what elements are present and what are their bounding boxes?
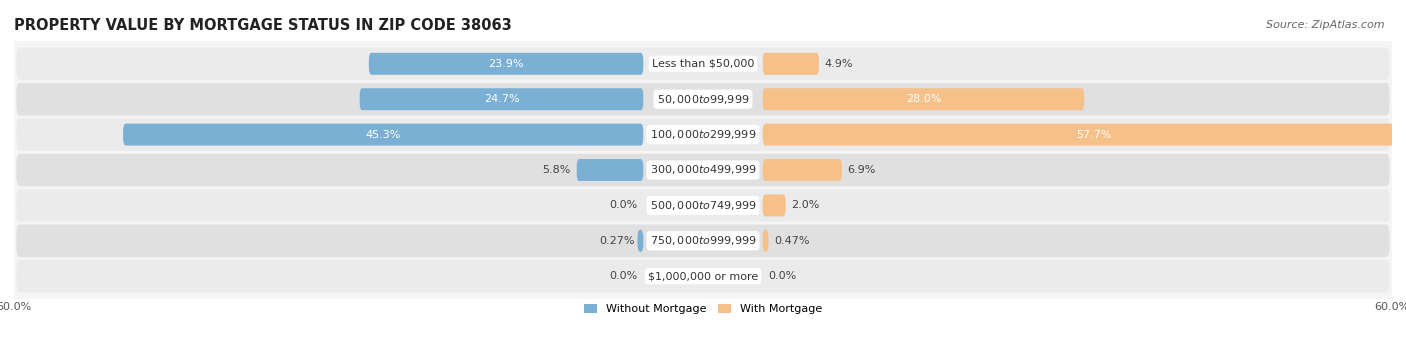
Text: 28.0%: 28.0% bbox=[905, 94, 941, 104]
Text: 0.0%: 0.0% bbox=[609, 271, 637, 281]
FancyBboxPatch shape bbox=[17, 189, 1389, 222]
Text: Source: ZipAtlas.com: Source: ZipAtlas.com bbox=[1267, 20, 1385, 30]
Text: 5.8%: 5.8% bbox=[543, 165, 571, 175]
Text: PROPERTY VALUE BY MORTGAGE STATUS IN ZIP CODE 38063: PROPERTY VALUE BY MORTGAGE STATUS IN ZIP… bbox=[14, 18, 512, 33]
Text: Less than $50,000: Less than $50,000 bbox=[652, 59, 754, 69]
Text: $300,000 to $499,999: $300,000 to $499,999 bbox=[650, 164, 756, 176]
Text: 6.9%: 6.9% bbox=[848, 165, 876, 175]
FancyBboxPatch shape bbox=[17, 48, 1389, 80]
Text: 0.47%: 0.47% bbox=[773, 236, 810, 246]
Legend: Without Mortgage, With Mortgage: Without Mortgage, With Mortgage bbox=[583, 304, 823, 314]
Text: 4.9%: 4.9% bbox=[825, 59, 853, 69]
Text: 2.0%: 2.0% bbox=[792, 200, 820, 210]
FancyBboxPatch shape bbox=[762, 159, 842, 181]
Text: $1,000,000 or more: $1,000,000 or more bbox=[648, 271, 758, 281]
FancyBboxPatch shape bbox=[762, 53, 818, 75]
FancyBboxPatch shape bbox=[124, 124, 644, 146]
FancyBboxPatch shape bbox=[17, 260, 1389, 292]
FancyBboxPatch shape bbox=[17, 224, 1389, 257]
Text: 0.0%: 0.0% bbox=[609, 200, 637, 210]
Text: $50,000 to $99,999: $50,000 to $99,999 bbox=[657, 93, 749, 106]
FancyBboxPatch shape bbox=[762, 88, 1084, 110]
FancyBboxPatch shape bbox=[17, 154, 1389, 186]
FancyBboxPatch shape bbox=[576, 159, 644, 181]
FancyBboxPatch shape bbox=[368, 53, 644, 75]
FancyBboxPatch shape bbox=[762, 230, 769, 252]
Text: $100,000 to $299,999: $100,000 to $299,999 bbox=[650, 128, 756, 141]
Text: 0.27%: 0.27% bbox=[599, 236, 634, 246]
Text: $500,000 to $749,999: $500,000 to $749,999 bbox=[650, 199, 756, 212]
FancyBboxPatch shape bbox=[17, 83, 1389, 116]
Text: 23.9%: 23.9% bbox=[488, 59, 524, 69]
FancyBboxPatch shape bbox=[637, 230, 644, 252]
Text: 24.7%: 24.7% bbox=[484, 94, 519, 104]
FancyBboxPatch shape bbox=[762, 124, 1406, 146]
Text: 57.7%: 57.7% bbox=[1076, 130, 1112, 140]
FancyBboxPatch shape bbox=[17, 118, 1389, 151]
Text: 45.3%: 45.3% bbox=[366, 130, 401, 140]
Text: $750,000 to $999,999: $750,000 to $999,999 bbox=[650, 234, 756, 247]
FancyBboxPatch shape bbox=[360, 88, 644, 110]
FancyBboxPatch shape bbox=[762, 194, 786, 216]
Text: 0.0%: 0.0% bbox=[769, 271, 797, 281]
